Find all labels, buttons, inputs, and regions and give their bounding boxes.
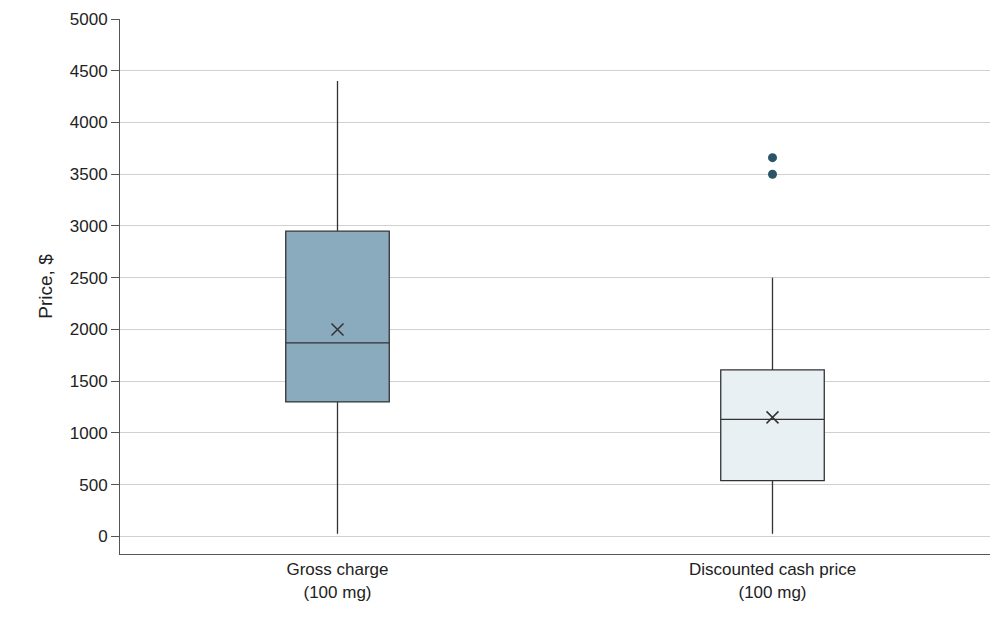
svg-text:500: 500 [79, 476, 107, 495]
svg-text:3000: 3000 [70, 217, 108, 236]
svg-text:2500: 2500 [70, 269, 108, 288]
svg-text:Gross charge(100 mg): Gross charge(100 mg) [286, 560, 388, 601]
svg-text:3500: 3500 [70, 165, 108, 184]
svg-text:0: 0 [98, 527, 107, 546]
svg-text:5000: 5000 [70, 10, 108, 29]
svg-text:Discounted cash price(100 mg): Discounted cash price(100 mg) [689, 560, 856, 601]
svg-text:4000: 4000 [70, 113, 108, 132]
svg-text:Price, $: Price, $ [35, 254, 56, 319]
svg-text:1500: 1500 [70, 372, 108, 391]
svg-text:4500: 4500 [70, 62, 108, 81]
svg-text:2000: 2000 [70, 320, 108, 339]
svg-text:1000: 1000 [70, 424, 108, 443]
